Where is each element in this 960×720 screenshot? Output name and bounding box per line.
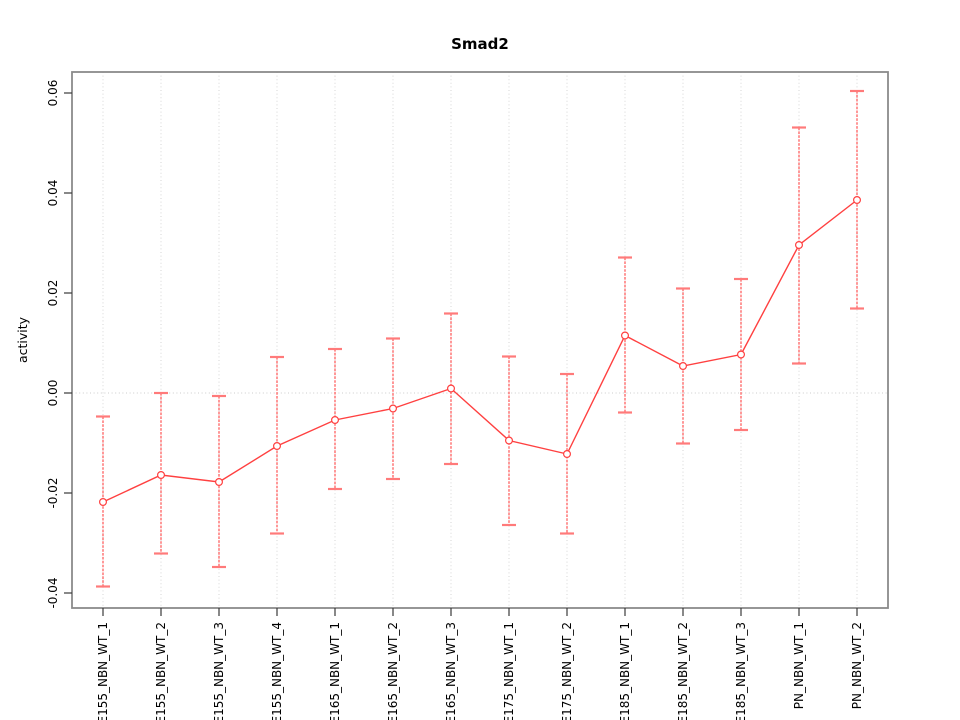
data-point-marker xyxy=(562,450,571,459)
y-tick-label: -0.04 xyxy=(46,577,60,608)
y-axis-title: activity xyxy=(15,316,30,363)
data-point-marker xyxy=(157,471,166,480)
y-tick-label: 0.06 xyxy=(46,80,60,107)
data-point-marker xyxy=(678,362,687,371)
x-tick-label: PN_NBN_WT_1 xyxy=(792,622,806,709)
data-point-marker xyxy=(331,416,340,425)
y-tick-label: 0.04 xyxy=(46,180,60,207)
y-tick-label: 0.02 xyxy=(46,280,60,307)
data-point-marker xyxy=(620,331,629,340)
x-tick-label: PN_NBN_WT_2 xyxy=(850,622,864,709)
plot-box xyxy=(71,71,889,609)
series-line xyxy=(102,199,858,503)
data-point-marker xyxy=(447,384,456,393)
data-point-marker xyxy=(98,498,107,507)
data-point-marker xyxy=(389,404,398,413)
data-point-marker xyxy=(505,436,514,445)
x-tick-label: E165_NBN_WT_1 xyxy=(328,622,342,720)
data-point-marker xyxy=(215,478,224,487)
x-tick-label: E165_NBN_WT_3 xyxy=(444,622,458,720)
data-markers-layer xyxy=(98,196,861,507)
data-point-marker xyxy=(736,350,745,359)
grid-layer xyxy=(72,72,888,608)
axes-layer: -0.04 -0.02 0.00 0.02 0.04 0.06 E155_NBN_WT_1 E… xyxy=(46,71,889,720)
chart-title: Smad2 xyxy=(451,35,509,53)
x-tick-label: E175_NBN_WT_2 xyxy=(560,622,574,720)
x-tick-label: E155_NBN_WT_4 xyxy=(270,622,284,720)
x-tick-label: E155_NBN_WT_2 xyxy=(154,622,168,720)
data-point-marker xyxy=(852,196,861,205)
x-tick-label: E185_NBN_WT_2 xyxy=(676,622,690,720)
data-point-marker xyxy=(273,442,282,451)
x-tick-label: E185_NBN_WT_3 xyxy=(734,622,748,720)
x-tick-label: E155_NBN_WT_1 xyxy=(96,622,110,720)
x-tick-label: E175_NBN_WT_1 xyxy=(502,622,516,720)
series-line-layer xyxy=(102,199,858,503)
y-tick-label: -0.02 xyxy=(46,477,60,508)
x-tick-label: E185_NBN_WT_1 xyxy=(618,622,632,720)
y-tick-label: 0.00 xyxy=(46,380,60,407)
x-tick-label: E155_NBN_WT_3 xyxy=(212,622,226,720)
data-point-marker xyxy=(794,241,803,250)
x-tick-label: E165_NBN_WT_2 xyxy=(386,622,400,720)
